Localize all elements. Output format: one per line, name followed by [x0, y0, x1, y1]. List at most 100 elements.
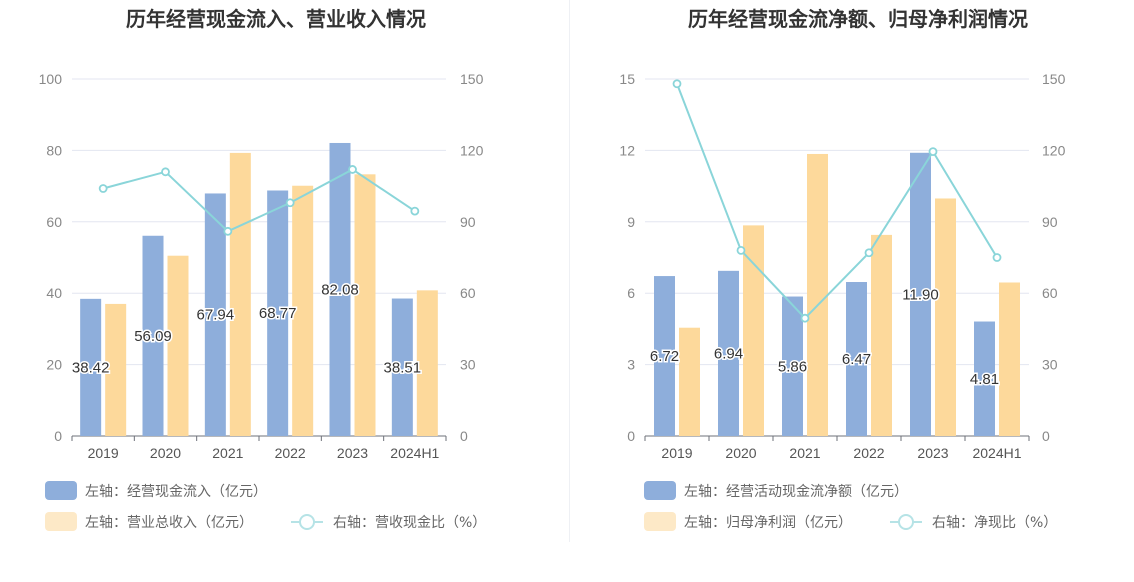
series-line	[102, 168, 416, 233]
cash-inflow-revenue-chart: 历年经营现金流入、营业收入情况 0 20 40 60 80 100 0 30 60 90 120 15…	[39, 7, 486, 531]
plot-area: 0 20 40 60 80 100 0 30 60 90 120 150 2019 2020 2021 202…	[39, 71, 484, 461]
line-point	[928, 147, 938, 156]
chart-title: 历年经营现金流入、营业收入情况	[126, 7, 426, 31]
data-label: 56.09	[134, 328, 172, 345]
legend-label: 左轴：营业总收入（亿元）	[85, 515, 253, 531]
y-left-tick-label: 0	[54, 428, 62, 444]
legend: 左轴：经营现金流入（亿元） 左轴：营业总收入（亿元） 右轴：营收现金比（%）	[45, 481, 486, 531]
bar	[267, 190, 289, 436]
chart-title: 历年经营现金流净额、归母净利润情况	[688, 7, 1028, 31]
line-point	[285, 198, 295, 208]
data-label: 38.42	[72, 359, 110, 376]
y-left-tick-label: 3	[627, 357, 635, 373]
y-left-tick-label: 15	[619, 71, 635, 87]
x-tick-label: 2021	[212, 445, 243, 461]
y-right-tick-label: 30	[460, 357, 476, 373]
legend-label: 右轴：净现比（%）	[932, 515, 1057, 531]
legend-swatch	[45, 481, 77, 500]
y-right-tick-label: 150	[460, 71, 484, 87]
data-label: 5.86	[778, 358, 807, 375]
y-right-tick-label: 90	[460, 214, 476, 230]
line-point	[348, 165, 357, 174]
data-label: 82.08	[321, 281, 359, 298]
legend-swatch	[644, 481, 676, 500]
bar	[229, 152, 251, 437]
legend-swatch	[45, 512, 77, 531]
y-left-tick-label: 9	[627, 214, 635, 230]
legend-label: 右轴：营收现金比（%）	[333, 515, 486, 531]
data-label: 6.47	[842, 351, 871, 368]
x-tick-label: 2020	[150, 445, 181, 461]
bar	[167, 255, 189, 436]
legend-swatch	[644, 512, 676, 531]
bar	[846, 282, 867, 436]
line-point	[672, 79, 682, 89]
legend-label: 左轴：经营现金流入（亿元）	[85, 484, 267, 500]
x-tick-label: 2021	[789, 445, 820, 461]
bar	[871, 234, 892, 436]
bar	[329, 142, 351, 436]
bar	[743, 225, 764, 436]
bar	[935, 198, 956, 436]
x-tick-label: 2019	[661, 445, 692, 461]
x-tick-label: 2024H1	[972, 445, 1021, 461]
data-label: 38.51	[384, 359, 422, 376]
y-right-tick-label: 60	[460, 285, 476, 301]
data-label: 6.72	[650, 348, 679, 365]
y-right-tick-label: 30	[1042, 357, 1058, 373]
bar	[807, 153, 828, 436]
bar	[354, 174, 376, 436]
line-point	[161, 167, 170, 177]
line-point	[410, 206, 420, 216]
bar	[80, 298, 102, 436]
net-cashflow-profit-chart: 历年经营现金流净额、归母净利润情况 0369121503060901201502…	[619, 7, 1066, 531]
y-left-tick-label: 0	[627, 428, 635, 444]
line-point	[992, 253, 1002, 262]
bar	[391, 298, 413, 436]
line-point	[98, 184, 108, 193]
data-label: 4.81	[970, 371, 999, 388]
bar	[910, 152, 931, 436]
bar	[718, 270, 739, 436]
y-right-tick-label: 90	[1042, 214, 1058, 230]
y-right-tick-label: 0	[1042, 428, 1050, 444]
y-left-tick-label: 20	[46, 357, 62, 373]
y-right-tick-label: 60	[1042, 285, 1058, 301]
x-tick-label: 2020	[725, 445, 756, 461]
y-right-tick-label: 120	[460, 142, 484, 158]
bar	[292, 185, 314, 436]
data-label: 11.90	[902, 286, 938, 303]
x-tick-label: 2022	[853, 445, 884, 461]
legend-label: 左轴：归母净利润（亿元）	[684, 514, 852, 531]
legend-marker	[299, 514, 315, 530]
y-left-tick-label: 6	[627, 285, 635, 301]
x-tick-label: 2023	[917, 445, 948, 461]
y-left-tick-label: 40	[46, 285, 62, 301]
bar	[105, 303, 127, 436]
data-label: 68.77	[259, 305, 297, 322]
line-point	[736, 245, 746, 255]
y-right-tick-label: 120	[1042, 142, 1066, 158]
x-tick-label: 2019	[88, 445, 119, 461]
x-tick-label: 2023	[337, 445, 368, 461]
line-point	[223, 226, 233, 236]
legend-marker	[898, 514, 914, 530]
line-point	[800, 313, 810, 323]
bar	[416, 290, 438, 436]
y-right-tick-label: 0	[460, 428, 468, 444]
x-tick-label: 2024H1	[390, 445, 439, 461]
legend-label: 左轴：经营活动现金流净额（亿元）	[684, 484, 908, 500]
line-point	[864, 248, 874, 258]
bar	[999, 282, 1020, 436]
legend: 左轴：经营活动现金流净额（亿元） 左轴：归母净利润（亿元） 右轴：净现比（%）	[644, 481, 1057, 531]
bar	[974, 321, 995, 436]
y-left-tick-label: 80	[46, 142, 62, 158]
bar	[782, 296, 803, 436]
bar	[142, 235, 164, 436]
y-left-tick-label: 60	[46, 214, 62, 230]
bar	[204, 193, 226, 436]
y-left-tick-label: 100	[39, 71, 63, 87]
bar	[679, 327, 700, 436]
data-label: 6.94	[714, 345, 743, 362]
